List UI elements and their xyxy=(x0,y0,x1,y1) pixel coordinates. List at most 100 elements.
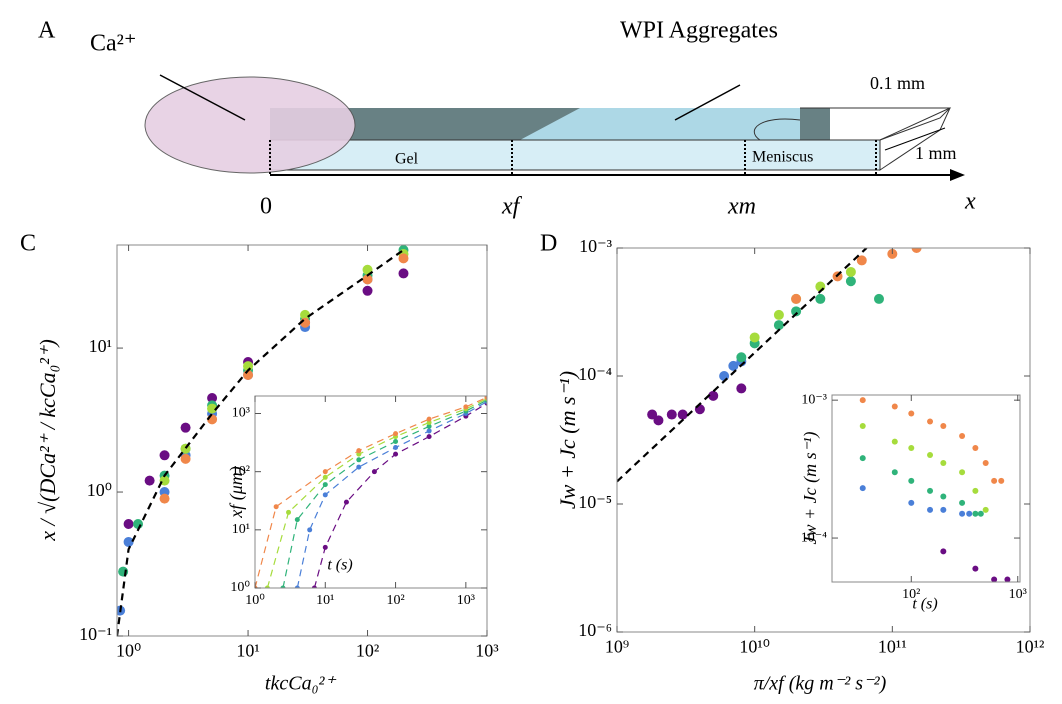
point xyxy=(773,309,784,320)
fit-line xyxy=(117,249,405,636)
panel-label: A xyxy=(38,18,56,44)
point xyxy=(859,422,866,429)
point xyxy=(393,445,399,451)
y-axis-label: xf (μm) xyxy=(226,466,247,519)
point xyxy=(371,469,377,475)
x-axis-label: tkcCa₀²⁺ xyxy=(265,673,337,695)
point xyxy=(362,285,373,296)
meniscus-edge xyxy=(753,107,951,141)
y-tick-label: 10² xyxy=(232,464,250,479)
panel-label: C xyxy=(20,231,36,257)
point xyxy=(966,510,973,517)
x-tick-label: 10² xyxy=(386,593,404,608)
chart: 10² 10³ 10⁻⁴ 10⁻³ t (s) Jw + Jc (m s⁻¹) xyxy=(800,392,1027,612)
meniscus-pos-label: xm xyxy=(727,194,756,220)
point xyxy=(647,409,658,420)
point xyxy=(398,268,409,279)
x-tick-label: 10⁰ xyxy=(245,593,265,608)
point xyxy=(322,544,328,550)
point xyxy=(322,492,328,498)
fit-line xyxy=(617,248,868,483)
fit-line xyxy=(282,399,487,588)
point xyxy=(911,248,922,253)
point xyxy=(940,548,947,555)
gel-label: Gel xyxy=(395,151,419,168)
x-tick-label: 10¹ xyxy=(236,640,259,660)
x-tick-label: 10¹⁰ xyxy=(739,636,770,656)
point xyxy=(959,432,966,439)
frame xyxy=(831,394,1021,583)
point xyxy=(677,409,688,420)
point xyxy=(294,585,300,588)
point xyxy=(123,536,134,547)
y-tick-label: 10⁻³ xyxy=(579,236,613,256)
panel-label: D xyxy=(540,231,557,257)
point xyxy=(972,565,979,572)
y-axis-label: x / √(DCa²⁺ / kcCa₀²⁺) xyxy=(35,339,60,542)
x-tick-label: 10¹² xyxy=(1016,636,1045,656)
point xyxy=(859,455,866,462)
fit-line xyxy=(266,398,487,588)
ion-arrow xyxy=(159,74,246,121)
point xyxy=(749,332,760,343)
x-tick-label: 10¹ xyxy=(316,593,334,608)
point xyxy=(959,510,966,517)
point xyxy=(908,477,915,484)
fit-line xyxy=(296,401,487,588)
point xyxy=(398,253,409,264)
aggregate-label: WPI Aggregates xyxy=(620,18,778,44)
point xyxy=(322,482,328,488)
thickness-label: 0.1 mm xyxy=(870,73,925,93)
x-tick-label: 10¹¹ xyxy=(878,636,907,656)
droplet xyxy=(144,76,356,174)
y-tick-label: 10⁻⁵ xyxy=(578,492,612,512)
plot-layer xyxy=(117,245,409,636)
point xyxy=(322,474,328,480)
point xyxy=(393,451,399,457)
aggregate-region xyxy=(520,108,800,140)
x-axis-label: t (s) xyxy=(327,557,352,574)
width-arrow xyxy=(884,127,946,151)
point xyxy=(484,396,487,400)
plot-layer xyxy=(255,396,487,588)
point xyxy=(982,506,989,513)
point xyxy=(773,320,784,331)
point xyxy=(255,585,258,588)
point xyxy=(123,518,134,529)
point xyxy=(311,585,317,588)
point xyxy=(356,451,362,457)
point xyxy=(972,510,979,517)
point xyxy=(959,499,966,506)
plot-layer xyxy=(617,248,922,483)
x-tick-label: 10² xyxy=(902,587,920,602)
point xyxy=(280,585,286,588)
fit-line xyxy=(313,402,487,588)
x-axis-label: t (s) xyxy=(912,596,937,613)
point xyxy=(144,475,155,486)
point xyxy=(972,444,979,451)
frame xyxy=(254,395,488,589)
point xyxy=(736,352,747,363)
point xyxy=(426,428,432,434)
diagram: A Ca²⁺ WPI Aggregates 0.1 mm Gel Meniscu… xyxy=(38,18,976,220)
y-axis-label: Jw + Jc (m s⁻¹) xyxy=(800,431,821,544)
aggregate-arrow xyxy=(674,84,741,121)
x-tick-label: 10² xyxy=(356,640,379,660)
point xyxy=(791,293,802,304)
point xyxy=(728,360,739,371)
point xyxy=(927,452,934,459)
point xyxy=(908,444,915,451)
plot-layer xyxy=(859,397,1011,582)
point xyxy=(891,438,898,445)
point xyxy=(356,464,362,470)
point xyxy=(891,469,898,476)
point xyxy=(180,453,191,464)
point xyxy=(294,517,300,523)
point xyxy=(719,371,730,381)
point xyxy=(159,450,170,461)
point xyxy=(393,431,399,437)
point xyxy=(180,422,191,433)
point xyxy=(927,487,934,494)
